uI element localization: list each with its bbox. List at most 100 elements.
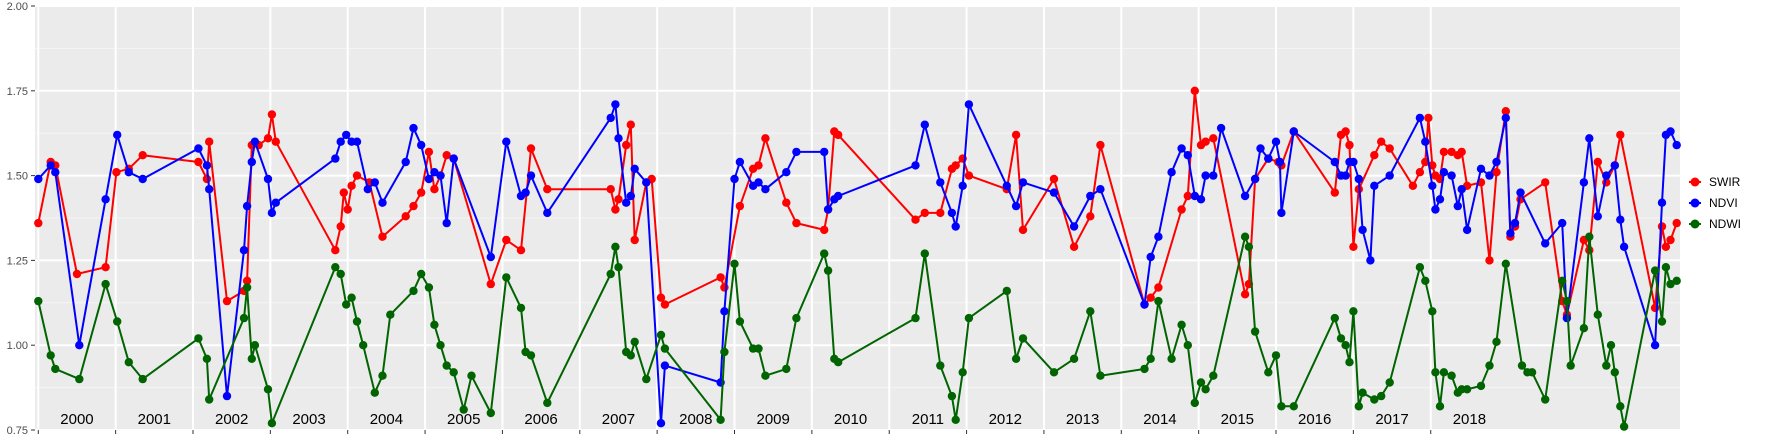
y-tick-label: 1.00	[7, 340, 28, 352]
legend-label: NDWI	[1709, 217, 1741, 231]
data-point-ndwi	[1049, 368, 1059, 377]
data-point-swir	[1439, 147, 1449, 157]
data-point-ndvi	[205, 185, 214, 194]
data-point-ndwi	[1370, 395, 1379, 404]
data-point-ndwi	[1385, 378, 1394, 387]
x-axis: 2000 2001 2002 2003 2004 2005 2006 2007 2008 2009…	[37, 411, 1486, 434]
year-label: 2015	[1221, 411, 1254, 428]
data-point-ndvi	[417, 140, 426, 150]
data-point-ndvi	[1485, 171, 1494, 180]
data-point-swir	[920, 208, 929, 218]
data-point-ndwi	[1271, 351, 1281, 360]
data-point-ndvi	[1501, 113, 1511, 123]
data-point-swir	[761, 134, 770, 143]
data-point-swir	[267, 110, 277, 119]
data-point-ndwi	[642, 374, 651, 384]
data-point-swir	[1385, 144, 1394, 153]
data-point-swir	[782, 198, 791, 207]
data-point-swir	[1201, 137, 1210, 146]
data-point-swir	[1415, 168, 1425, 177]
data-point-swir	[622, 140, 631, 150]
data-point-ndwi	[614, 263, 623, 272]
data-point-ndwi	[46, 351, 55, 360]
data-point-ndwi	[247, 354, 256, 363]
data-point-swir	[34, 218, 43, 228]
data-point-ndwi	[1562, 296, 1572, 306]
data-point-ndwi	[1610, 368, 1620, 377]
data-point-ndwi	[202, 354, 212, 363]
data-point-swir	[352, 171, 362, 180]
data-point-swir	[1541, 178, 1550, 187]
data-point-ndvi	[823, 205, 833, 214]
data-point-swir	[347, 181, 356, 190]
data-point-ndwi	[660, 344, 670, 353]
data-point-ndvi	[1330, 157, 1340, 167]
data-point-ndwi	[782, 364, 791, 374]
data-point-ndwi	[138, 374, 147, 384]
data-point-swir	[1096, 140, 1105, 150]
data-point-ndwi	[920, 249, 929, 258]
data-point-swir	[1616, 130, 1625, 140]
data-point-swir	[442, 151, 451, 160]
data-point-swir	[1011, 130, 1021, 140]
data-point-ndwi	[1196, 378, 1206, 387]
data-point-ndwi	[1616, 402, 1625, 411]
data-point-swir	[820, 225, 829, 235]
data-point-ndwi	[1209, 371, 1218, 380]
data-point-ndwi	[911, 313, 920, 323]
data-point-ndvi	[401, 157, 410, 167]
data-point-ndwi	[1277, 402, 1286, 411]
data-point-ndvi	[409, 123, 418, 133]
data-point-ndwi	[1492, 337, 1501, 346]
data-point-ndvi	[267, 208, 277, 218]
data-point-ndvi	[1672, 140, 1681, 150]
data-point-ndwi	[626, 351, 635, 360]
year-label: 2002	[215, 411, 248, 428]
data-point-swir	[271, 137, 280, 146]
data-point-ndvi	[1289, 127, 1299, 136]
data-point-ndwi	[1602, 361, 1611, 370]
data-point-ndwi	[113, 317, 122, 326]
data-point-ndvi	[1049, 188, 1059, 197]
data-point-swir	[630, 235, 639, 245]
data-point-ndvi	[46, 161, 55, 170]
data-point-swir	[1666, 235, 1675, 245]
data-point-ndvi	[964, 100, 974, 109]
data-point-ndwi	[1240, 232, 1250, 241]
data-point-ndwi	[720, 347, 729, 357]
data-point-swir	[101, 263, 110, 272]
data-point-swir	[1349, 242, 1358, 251]
data-point-swir	[792, 218, 801, 228]
year-label: 2000	[60, 411, 93, 428]
data-point-ndwi	[958, 368, 967, 377]
data-point-ndvi	[222, 391, 232, 401]
year-label: 2014	[1143, 411, 1176, 428]
data-point-ndvi	[782, 168, 791, 177]
data-point-swir	[1049, 174, 1059, 184]
data-point-ndvi	[630, 164, 639, 173]
data-point-ndvi	[242, 201, 252, 211]
data-point-ndvi	[820, 147, 829, 157]
data-point-ndwi	[1349, 307, 1358, 316]
data-point-ndwi	[409, 286, 418, 296]
data-point-swir	[964, 171, 974, 180]
data-point-ndvi	[1506, 229, 1515, 238]
data-point-ndvi	[1516, 188, 1525, 197]
data-point-ndvi	[1190, 191, 1200, 201]
data-point-ndwi	[347, 293, 356, 302]
data-point-swir	[430, 185, 439, 194]
data-point-ndvi	[1201, 171, 1210, 180]
data-point-ndvi	[660, 361, 670, 370]
data-point-ndwi	[1264, 368, 1273, 377]
data-point-ndwi	[1476, 381, 1486, 391]
data-point-ndwi	[516, 303, 526, 313]
data-point-swir	[1424, 113, 1433, 123]
data-point-ndwi	[1167, 354, 1176, 363]
data-point-ndwi	[543, 398, 552, 408]
data-point-ndwi	[1330, 313, 1340, 323]
data-point-ndwi	[1146, 354, 1155, 363]
data-point-ndwi	[124, 358, 133, 367]
year-label: 2004	[370, 411, 403, 428]
data-point-ndvi	[202, 161, 212, 170]
data-point-swir	[1661, 242, 1671, 251]
